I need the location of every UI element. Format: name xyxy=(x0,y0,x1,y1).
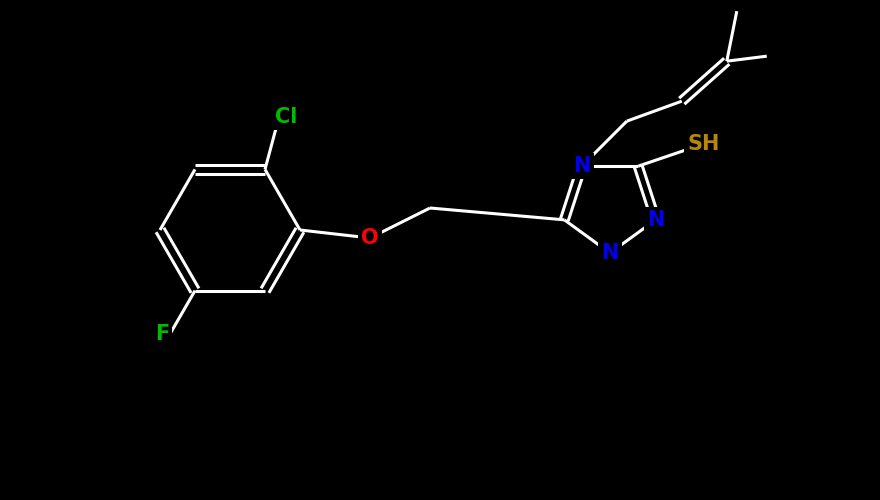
Text: N: N xyxy=(573,156,590,176)
Text: N: N xyxy=(601,243,619,263)
Text: O: O xyxy=(361,228,378,248)
Text: Cl: Cl xyxy=(275,107,297,127)
Text: SH: SH xyxy=(687,134,720,154)
Text: N: N xyxy=(647,210,664,230)
Text: F: F xyxy=(155,324,169,344)
